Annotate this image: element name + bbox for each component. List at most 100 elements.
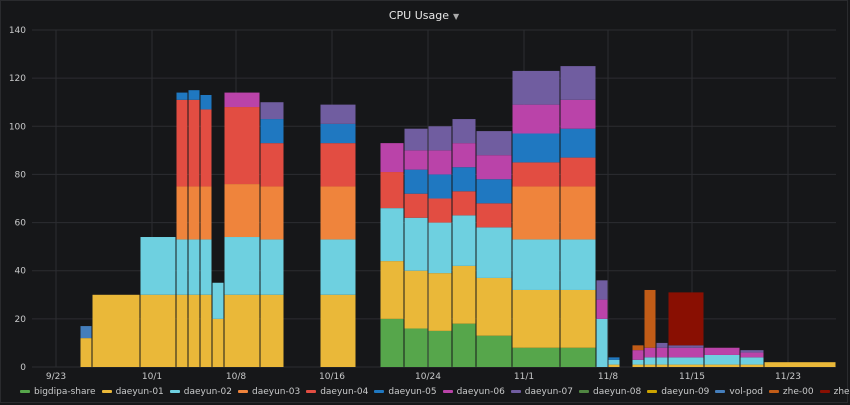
- x-tick-label: 10/8: [226, 372, 246, 382]
- area-daeyun-05: [512, 133, 560, 163]
- legend-label: daeyun-03: [251, 387, 301, 397]
- legend-item-daeyun-08[interactable]: daeyun-08: [579, 387, 641, 397]
- legend-swatch: [647, 390, 658, 393]
- area-daeyun-03: [176, 186, 188, 240]
- chevron-down-icon[interactable]: ▼: [452, 12, 460, 21]
- area-bigdipa-share: [512, 347, 560, 367]
- legend-item-daeyun-02[interactable]: daeyun-02: [169, 387, 232, 397]
- area-daeyun-01: [704, 364, 740, 367]
- area-daeyun-02: [452, 215, 476, 266]
- area-daeyun-02: [260, 239, 284, 295]
- x-tick-label: 10/24: [415, 372, 441, 382]
- area-daeyun-01: [740, 364, 764, 367]
- area-daeyun-04: [224, 107, 260, 185]
- area-daeyun-07: [320, 104, 356, 124]
- area-daeyun-02: [704, 354, 740, 365]
- area-daeyun-06: [740, 352, 764, 358]
- area-daeyun-07: [404, 128, 428, 151]
- legend-item-daeyun-04[interactable]: daeyun-04: [306, 387, 368, 397]
- area-daeyun-03: [260, 186, 284, 240]
- area-bigdipa-share: [452, 323, 476, 367]
- area-daeyun-02: [632, 359, 644, 365]
- legend-item-zhe-00[interactable]: zhe-00: [768, 387, 814, 397]
- legend-item-zhe-01[interactable]: zhe-01: [819, 387, 850, 397]
- legend-swatch: [20, 390, 30, 393]
- panel-title[interactable]: CPU Usage ▼: [1, 9, 847, 22]
- area-daeyun-01: [476, 277, 512, 336]
- area-bigdipa-share: [428, 330, 452, 367]
- area-daeyun-04: [176, 99, 188, 187]
- legend-item-daeyun-03[interactable]: daeyun-03: [237, 387, 301, 397]
- area-daeyun-02: [224, 237, 260, 295]
- legend-label: daeyun-01: [115, 387, 164, 397]
- area-daeyun-05: [476, 179, 512, 204]
- y-tick-label: 0: [20, 363, 26, 373]
- area-daeyun-07: [260, 102, 284, 120]
- legend-label: bigdipa-share: [34, 387, 96, 397]
- x-tick-label: 11/8: [598, 372, 618, 382]
- x-tick-label: 11/15: [679, 372, 705, 382]
- y-tick-label: 80: [15, 170, 27, 180]
- area-daeyun-05: [176, 92, 188, 100]
- area-daeyun-02: [380, 208, 404, 262]
- legend-swatch: [819, 390, 830, 393]
- legend-item-daeyun-07[interactable]: daeyun-07: [510, 387, 573, 397]
- area-daeyun-02: [200, 239, 212, 295]
- area-daeyun-06: [512, 104, 560, 134]
- area-daeyun-01: [764, 362, 836, 367]
- area-daeyun-06: [428, 150, 452, 175]
- area-daeyun-07: [428, 126, 452, 151]
- area-daeyun-02: [320, 239, 356, 295]
- area-daeyun-01: [656, 364, 668, 367]
- legend-item-daeyun-09[interactable]: daeyun-09: [647, 387, 709, 397]
- legend-swatch: [768, 390, 779, 393]
- area-daeyun-01: [404, 270, 428, 329]
- area-daeyun-05: [320, 123, 356, 144]
- area-zhe-00: [632, 345, 644, 351]
- area-zhe-00: [644, 289, 656, 348]
- area-daeyun-06: [560, 99, 596, 129]
- area-daeyun-04: [560, 157, 596, 187]
- area-daeyun-05: [260, 119, 284, 144]
- x-tick-label: 11/1: [514, 372, 534, 382]
- area-bigdipa-share: [476, 335, 512, 367]
- legend: bigdipa-share daeyun-01 daeyun-02 daeyun-03…: [20, 387, 850, 397]
- legend-label: vol-pod: [729, 387, 763, 397]
- area-vol-pod: [80, 326, 92, 339]
- y-tick-label: 120: [9, 74, 26, 84]
- y-tick-label: 60: [15, 219, 27, 229]
- area-daeyun-01: [380, 261, 404, 319]
- legend-label: daeyun-05: [388, 387, 437, 397]
- legend-item-daeyun-05[interactable]: daeyun-05: [374, 387, 437, 397]
- area-daeyun-04: [380, 172, 404, 209]
- area-daeyun-04: [428, 198, 452, 223]
- area-daeyun-06: [668, 347, 704, 358]
- y-tick-label: 140: [9, 26, 26, 36]
- legend-item-daeyun-01[interactable]: daeyun-01: [101, 387, 164, 397]
- area-daeyun-02: [188, 239, 200, 295]
- stacked-areas: [80, 66, 836, 367]
- legend-item-bigdipa-share[interactable]: bigdipa-share: [20, 387, 96, 397]
- area-daeyun-06: [476, 155, 512, 180]
- area-daeyun-02: [512, 239, 560, 290]
- area-daeyun-05: [188, 90, 200, 100]
- area-daeyun-04: [188, 99, 200, 187]
- legend-swatch: [101, 390, 112, 393]
- area-daeyun-02: [476, 227, 512, 278]
- area-daeyun-01: [224, 294, 260, 367]
- area-daeyun-01: [428, 273, 452, 331]
- area-daeyun-04: [320, 143, 356, 187]
- legend-swatch: [715, 390, 726, 393]
- legend-label: daeyun-08: [593, 387, 642, 397]
- x-tick-label: 10/1: [142, 372, 162, 382]
- area-daeyun-06: [404, 150, 428, 170]
- legend-item-vol-pod[interactable]: vol-pod: [715, 387, 763, 397]
- area-daeyun-06: [632, 350, 644, 360]
- area-daeyun-07: [740, 350, 764, 353]
- area-daeyun-03: [200, 186, 212, 240]
- area-daeyun-03: [320, 186, 356, 240]
- area-daeyun-02: [428, 222, 452, 274]
- legend-item-daeyun-06[interactable]: daeyun-06: [442, 387, 505, 397]
- area-daeyun-04: [404, 193, 428, 218]
- area-daeyun-07: [668, 345, 704, 348]
